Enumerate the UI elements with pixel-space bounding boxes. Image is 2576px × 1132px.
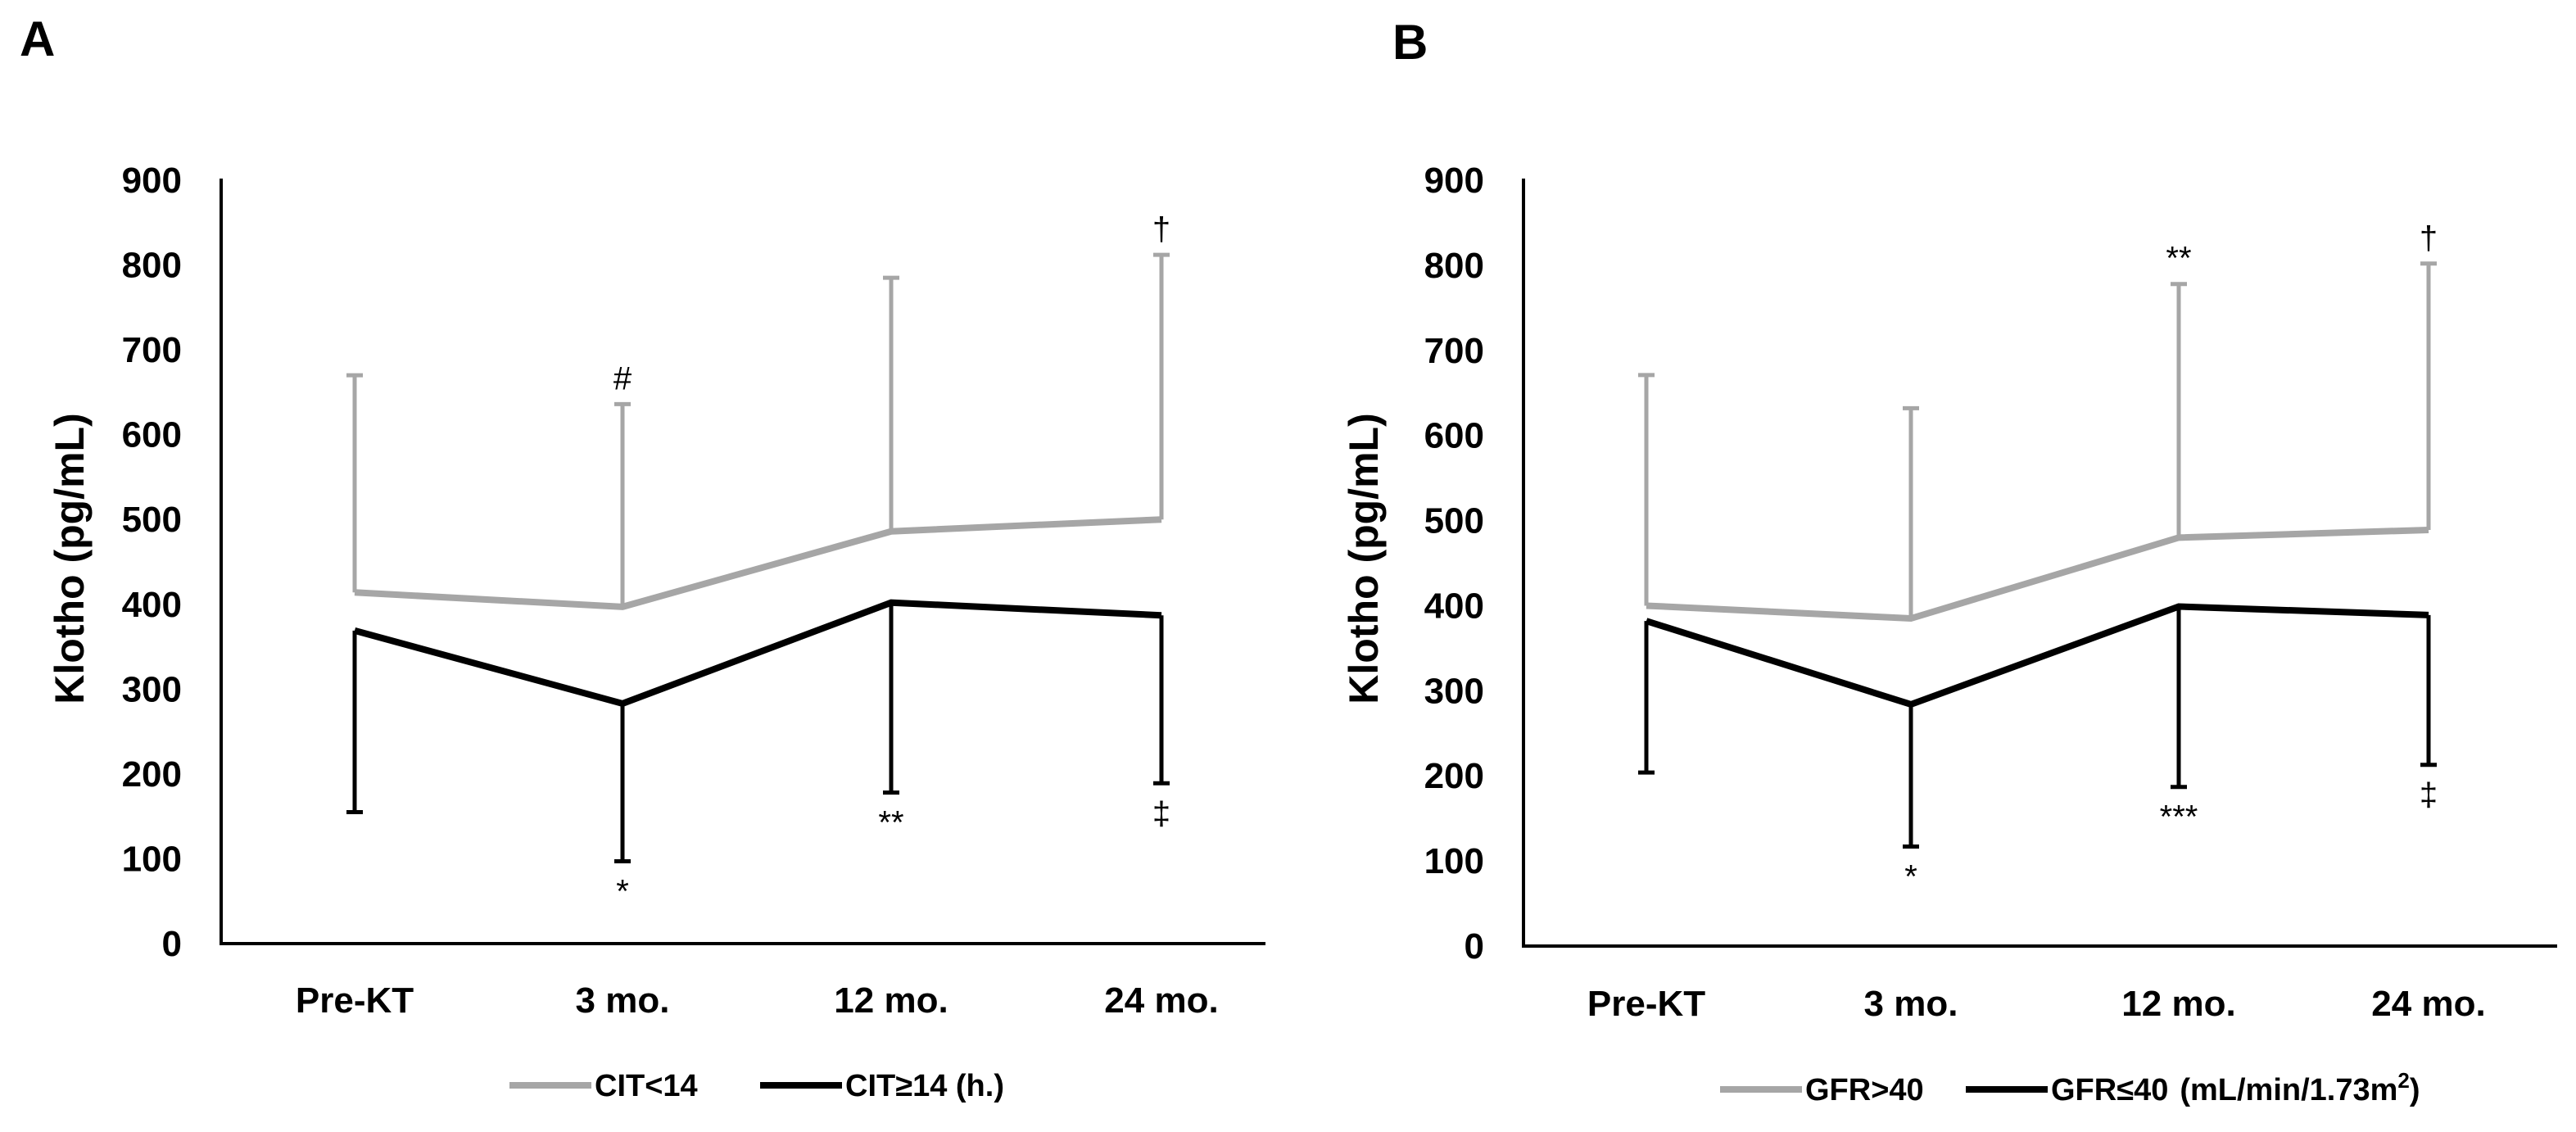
panel-b-x-tick-24-mo: 24 mo. [2371, 984, 2485, 1024]
panel-a-plot: #†*** ‡ [346, 211, 1170, 910]
panel-a-series-grey-annotation-24-mo: † [1152, 211, 1170, 247]
panel-a-x-tick-3-mo: 3 mo. [576, 980, 670, 1021]
panel-a-y-tick-700: 700 [122, 330, 182, 370]
panel-a-y-tick-400: 400 [122, 585, 182, 625]
panel-a-series-grey-line [354, 516, 1162, 610]
panel-a-x-tick-12-mo: 12 mo. [834, 980, 948, 1021]
panel-a-series-grey-annotation-3-mo: # [613, 360, 632, 396]
panel-a-y-tick-800: 800 [122, 246, 182, 286]
panel-b-y-tick-900: 900 [1424, 161, 1484, 201]
panel-b-plot: **†****‡ [1638, 220, 2438, 894]
panel-b-x-tick-pre-kt: Pre-KT [1587, 984, 1705, 1024]
legend-label-cit-ge-14: CIT≥14 (h.) [845, 1069, 1004, 1103]
panel-b-series-black-annotation-3-mo: * [1904, 858, 1917, 894]
panel-a-y-tick-600: 600 [122, 415, 182, 455]
panel-a-y-tick-0: 0 [162, 924, 182, 964]
panel-b-x-tick-3-mo: 3 mo. [1864, 984, 1958, 1024]
panel-b-legend: GFR>40 GFR≤40 (mL/min/1.73m2) [1720, 1068, 2420, 1107]
panel-b-y-tick-800: 800 [1424, 246, 1484, 286]
legend-label-gfr-le-40-close: ) [2410, 1073, 2420, 1107]
panel-a-series-black-annotation-12-mo: ** [878, 805, 903, 841]
panel-a-x-tick-pre-kt: Pre-KT [296, 980, 414, 1021]
panel-b-series-black-line [1645, 603, 2429, 709]
panel-b-y-tick-700: 700 [1424, 331, 1484, 371]
panel-a-y-ticks: 0 100 200 300 400 500 600 700 800 900 [122, 161, 182, 964]
panel-b-x-tick-12-mo: 12 mo. [2121, 984, 2235, 1024]
panel-a-y-tick-200: 200 [122, 754, 182, 795]
panel-b-y-tick-100: 100 [1424, 841, 1484, 881]
panel-a-series-black-annotation-3-mo: * [616, 874, 629, 910]
panel-b-y-tick-600: 600 [1424, 416, 1484, 456]
panel-b-series-black-annotation-24-mo: ‡ [2420, 777, 2438, 813]
panel-b-y-tick-300: 300 [1424, 671, 1484, 711]
legend-label-gfr-le-40: GFR≤40 (mL/min/1.73m2) [2051, 1068, 2420, 1107]
panel-a-legend: CIT<14 CIT≥14 (h.) [509, 1069, 1004, 1103]
panel-a-y-tick-300: 300 [122, 669, 182, 709]
legend-label-gfr-le-40-name: GFR≤40 [2051, 1073, 2168, 1107]
legend-label-gfr-le-40-unit: (mL/min/1.73m [2180, 1073, 2397, 1107]
panel-b-x-ticks: Pre-KT 3 mo. 12 mo. 24 mo. [1587, 984, 2486, 1024]
panel-b-y-tick-400: 400 [1424, 586, 1484, 626]
legend-label-gfr-gt-40: GFR>40 [1805, 1073, 1924, 1107]
panel-b-letter: B [1392, 15, 1428, 70]
panel-a-y-tick-100: 100 [122, 839, 182, 879]
panel-b-y-ticks: 0 100 200 300 400 500 600 700 800 900 [1424, 161, 1484, 967]
panel-a: A Klotho (pg/mL) 0 100 200 300 400 500 600 700 8… [20, 11, 1265, 1103]
panel-a-y-tick-500: 500 [122, 500, 182, 540]
legend-label-cit-lt-14: CIT<14 [595, 1069, 698, 1103]
panel-b-series-grey-line [1646, 526, 2429, 623]
panel-b-y-tick-200: 200 [1424, 756, 1484, 796]
panel-b-series-grey-annotation-24-mo: † [2420, 220, 2438, 256]
panel-a-letter: A [20, 11, 55, 66]
panel-b-y-axis-label: Klotho (pg/mL) [1341, 413, 1387, 704]
panel-a-series-black-line [353, 599, 1162, 708]
panel-b-y-tick-0: 0 [1465, 926, 1484, 967]
panel-b-series-grey-annotation-12-mo: ** [2166, 241, 2191, 277]
panel-a-y-axis-label: Klotho (pg/mL) [47, 413, 93, 704]
panel-b: B Klotho (pg/mL) 0 100 200 300 400 500 600 700 8… [1341, 15, 2557, 1107]
panel-b-series-black-annotation-12-mo: *** [2160, 799, 2198, 835]
panel-a-x-tick-24-mo: 24 mo. [1104, 980, 1218, 1021]
legend-label-gfr-le-40-sup: 2 [2397, 1068, 2409, 1093]
panel-a-series-black-annotation-24-mo: ‡ [1152, 795, 1170, 831]
panel-a-y-tick-900: 900 [122, 161, 182, 201]
panel-b-y-tick-500: 500 [1424, 501, 1484, 541]
panel-a-x-ticks: Pre-KT 3 mo. 12 mo. 24 mo. [296, 980, 1219, 1021]
